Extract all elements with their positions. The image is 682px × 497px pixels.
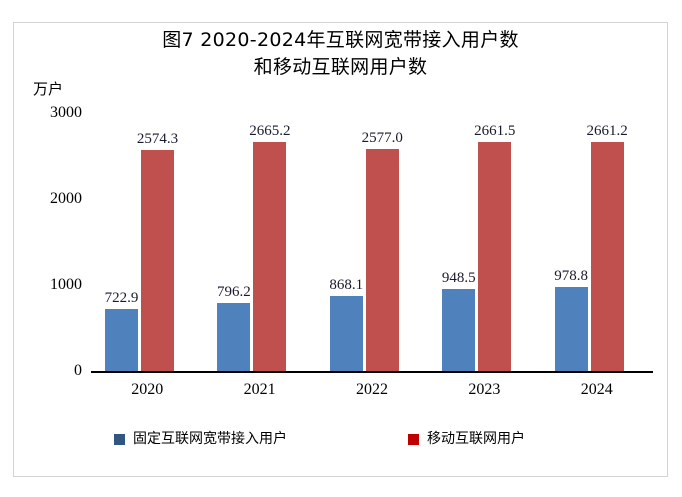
x-tick-label-2021: 2021 — [243, 381, 276, 398]
chart-title-line-1: 图7 2020-2024年互联网宽带接入用户数 — [162, 29, 519, 51]
bar-value-label: 796.2 — [217, 283, 251, 300]
y-axis-tick-labels: 3000 2000 1000 0 — [20, 0, 82, 497]
bar-value-label: 2577.0 — [361, 130, 403, 147]
x-axis-tick-labels: 2020 2021 2022 2023 2024 — [91, 0, 653, 497]
bar-value-label: 2665.2 — [249, 122, 291, 139]
bar-2021-series-2[interactable]: 2665.2 — [249, 123, 291, 371]
legend-swatch-icon — [114, 433, 125, 445]
y-tick-label: 0 — [74, 362, 82, 379]
bar-group: 868.1 2577.0 — [316, 113, 428, 371]
bar-2022-series-2[interactable]: 2577.0 — [362, 130, 403, 371]
bar-2023-series-2[interactable]: 2661.5 — [474, 123, 515, 371]
bar-2024-series-1[interactable]: 978.8 — [554, 268, 588, 371]
y-tick-label: 2000 — [50, 190, 82, 207]
bar-value-label: 2661.2 — [586, 123, 628, 140]
y-tick-label: 1000 — [50, 276, 82, 293]
legend-item-1[interactable]: 固定互联网宽带接入用户 — [114, 431, 287, 447]
bar-value-label: 2574.3 — [136, 130, 179, 147]
legend-label: 移动互联网用户 — [427, 431, 525, 447]
chart-frame-border — [13, 22, 668, 477]
bar-2023-series-1[interactable]: 948.5 — [442, 270, 476, 371]
x-tick-label-2023: 2023 — [468, 381, 501, 398]
bar-value-label: 978.8 — [554, 267, 588, 284]
chart-title: 图7 2020-2024年互联网宽带接入用户数 和移动互联网用户数 — [14, 27, 667, 81]
chart-title-line-2: 和移动互联网用户数 — [253, 56, 428, 78]
plot-area: 722.9 2574.3 796.2 2665.2 868.1 2577.0 948.5 26… — [91, 113, 653, 371]
chart-legend: 固定互联网宽带接入用户 移动互联网用户 — [91, 431, 653, 455]
bar-2022-series-1[interactable]: 868.1 — [329, 277, 363, 371]
y-axis-unit-label: 万户 — [33, 80, 64, 98]
x-tick-label-2022: 2022 — [355, 381, 388, 398]
bar-value-label: 722.9 — [104, 289, 139, 306]
x-tick-label-2024: 2024 — [580, 381, 613, 398]
legend-item-2[interactable]: 移动互联网用户 — [408, 431, 525, 447]
x-tick-label-2020: 2020 — [131, 381, 164, 398]
bar-2024-series-2[interactable]: 2661.2 — [586, 123, 628, 371]
bar-value-label: 2661.5 — [474, 123, 516, 140]
bar-group: 948.5 2661.5 — [428, 113, 540, 371]
y-tick-label: 3000 — [50, 104, 82, 121]
bar-value-label: 868.1 — [329, 277, 364, 294]
legend-swatch-icon — [408, 433, 419, 445]
bar-group: 978.8 2661.2 — [541, 113, 653, 371]
bar-2021-series-1[interactable]: 796.2 — [217, 284, 251, 371]
legend-label: 固定互联网宽带接入用户 — [133, 431, 287, 447]
bar-group: 796.2 2665.2 — [203, 113, 315, 371]
bar-value-label: 948.5 — [441, 270, 476, 287]
bar-group: 722.9 2574.3 — [91, 113, 203, 371]
x-axis-baseline — [91, 371, 653, 373]
bar-2020-series-2[interactable]: 2574.3 — [137, 131, 178, 371]
bar-2020-series-1[interactable]: 722.9 — [105, 290, 138, 371]
